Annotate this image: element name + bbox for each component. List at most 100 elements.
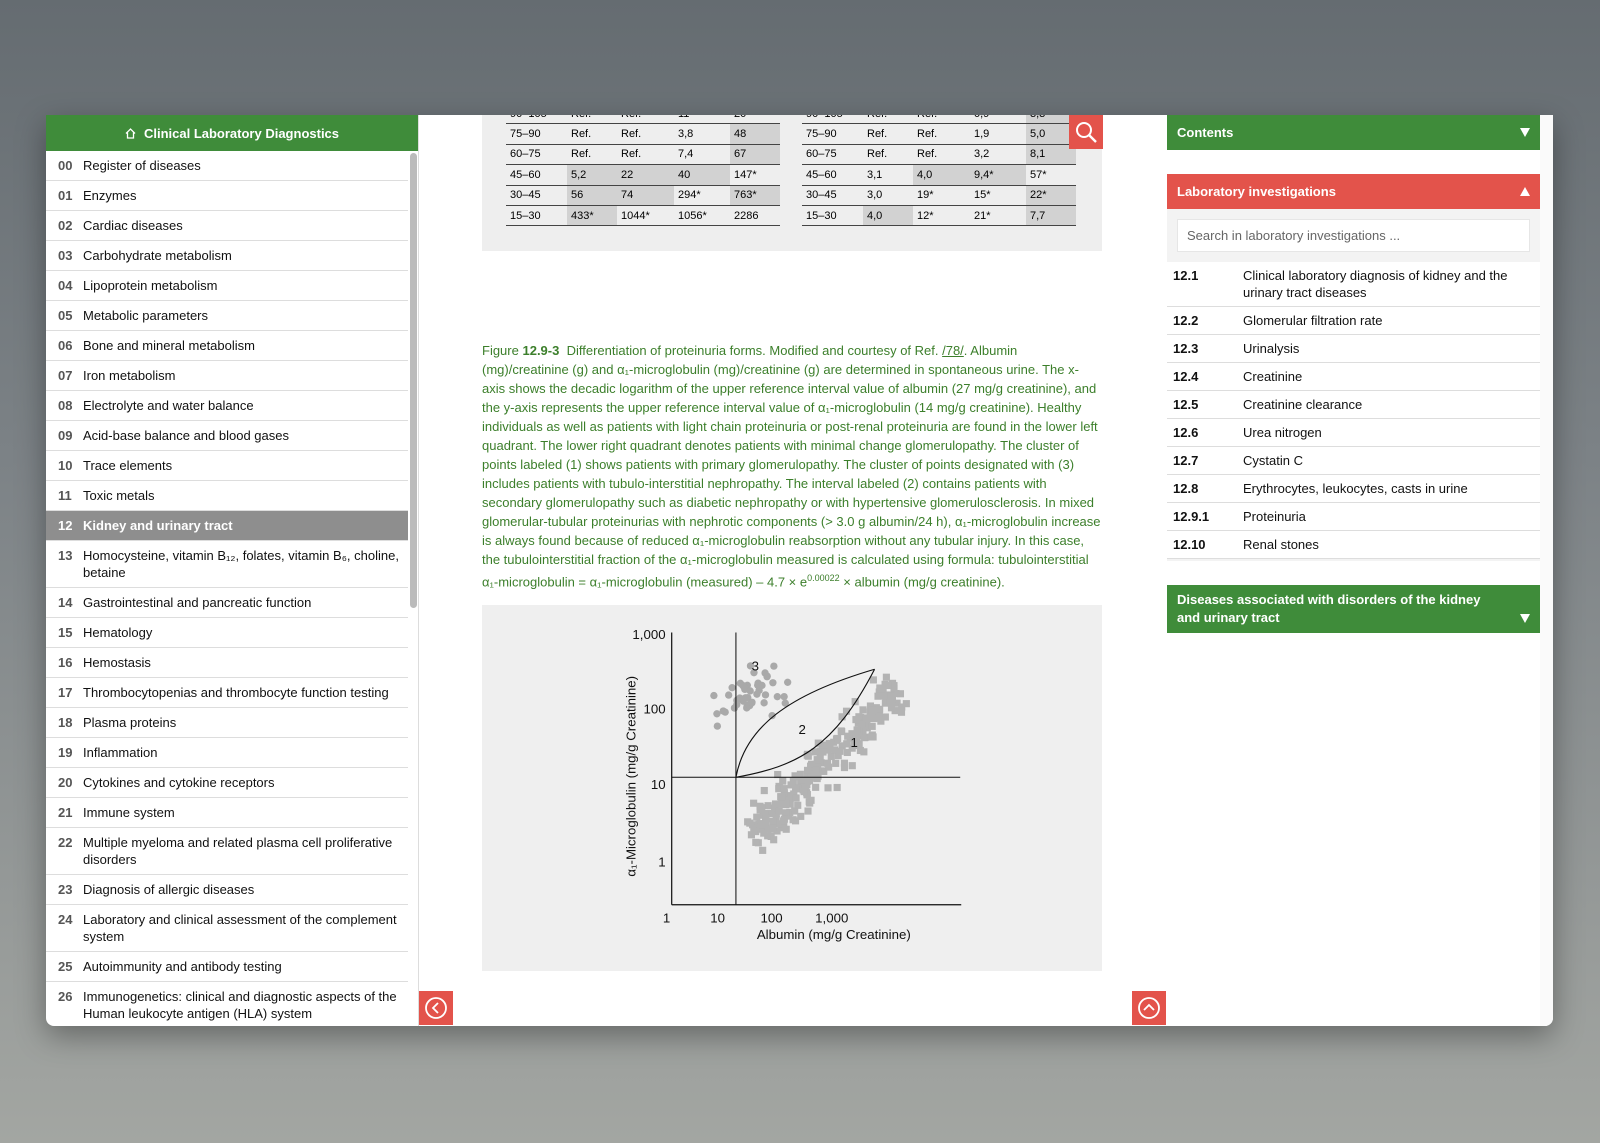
chapter-item[interactable]: 20 Cytokines and cytokine receptors — [46, 768, 408, 798]
chapter-item[interactable]: 12 Kidney and urinary tract — [46, 511, 408, 541]
lab-item[interactable]: 12.3 Urinalysis — [1167, 335, 1540, 363]
scatter-point — [780, 822, 788, 830]
scatter-point — [782, 800, 790, 808]
lab-item[interactable]: 12.6 Urea nitrogen — [1167, 419, 1540, 447]
scatter-point — [759, 846, 767, 854]
chapter-label: Multiple myeloma and related plasma cell… — [83, 835, 393, 867]
chapter-item[interactable]: 15 Hematology — [46, 618, 408, 648]
table-cell: 4,0 — [863, 205, 913, 226]
scatter-point — [825, 763, 833, 771]
chapter-item[interactable]: 11 Toxic metals — [46, 481, 408, 511]
caption-text: Differentiation of proteinuria forms. Mo… — [566, 343, 939, 358]
chapter-label: Bone and mineral metabolism — [83, 338, 255, 353]
lab-number: 12.9.1 — [1173, 509, 1210, 524]
chapter-number: 08 — [58, 398, 73, 413]
chapter-item[interactable]: 04 Lipoprotein metabolism — [46, 271, 408, 301]
chapter-item[interactable]: 26 Immunogenetics: clinical and diagnosti… — [46, 982, 408, 1026]
scatter-point — [840, 759, 849, 767]
lab-item[interactable]: 12.1 Clinical laboratory diagnosis of kid… — [1167, 262, 1540, 307]
table-cell: 22 — [617, 165, 674, 185]
chapter-number: 21 — [58, 805, 73, 820]
scatter-point — [877, 717, 885, 725]
scatter-point — [760, 699, 768, 707]
scatter-point — [842, 707, 851, 715]
scrollbar[interactable] — [410, 153, 417, 608]
chapter-item[interactable]: 25 Autoimmunity and antibody testing — [46, 952, 408, 982]
lab-label: Creatinine — [1243, 369, 1303, 384]
scatter-point — [792, 785, 800, 793]
chapter-item[interactable]: 24 Laboratory and clinical assessment of … — [46, 905, 408, 952]
table-cell: 74 — [617, 185, 674, 205]
scatter-point — [857, 713, 865, 722]
scatter-point — [736, 679, 745, 687]
search-input[interactable]: Search in laboratory investigations ... — [1177, 219, 1530, 252]
scatter-point — [807, 770, 815, 778]
table-cell: 40 — [674, 165, 730, 185]
scatter-point — [882, 673, 890, 681]
caption-text: × albumin (mg/g creatinine). — [839, 574, 1005, 590]
chapter-number: 11 — [58, 488, 72, 503]
reference-link[interactable]: /78/ — [942, 343, 964, 358]
diseases-header[interactable]: Diseases associated with disorders of th… — [1167, 585, 1540, 633]
chapter-item[interactable]: 03 Carbohydrate metabolism — [46, 241, 408, 271]
lab-item[interactable]: 12.10 Renal stones — [1167, 531, 1540, 559]
boundary-curve — [735, 668, 875, 778]
back-button[interactable] — [419, 991, 453, 1025]
scatter-point — [713, 722, 722, 730]
home-icon — [125, 127, 136, 139]
chapter-item[interactable]: 02 Cardiac diseases — [46, 211, 408, 241]
chapter-number: 17 — [58, 685, 73, 700]
scatter-point — [780, 789, 788, 797]
chapter-label: Cardiac diseases — [83, 218, 183, 233]
scatter-point — [804, 807, 812, 815]
caption-text: . Albumin (mg)/creatinine (g) and α₁-mic… — [482, 343, 1101, 590]
scatter-point — [713, 710, 721, 718]
chapter-item[interactable]: 10 Trace elements — [46, 451, 408, 481]
scatter-point — [753, 690, 761, 698]
table-cell: Ref. — [863, 115, 913, 123]
chapter-item[interactable]: 22 Multiple myeloma and related plasma ce… — [46, 828, 408, 875]
lab-header[interactable]: Laboratory investigations — [1167, 174, 1540, 209]
table-cell: 3,8 — [678, 128, 694, 141]
chapter-item[interactable]: 16 Hemostasis — [46, 648, 408, 678]
chapter-item[interactable]: 14 Gastrointestinal and pancreatic functi… — [46, 588, 408, 618]
chapter-item[interactable]: 17 Thrombocytopenias and thrombocyte func… — [46, 678, 408, 708]
chapter-item[interactable]: 13 Homocysteine, vitamin B₁₂, folates, vi… — [46, 541, 408, 588]
lab-item[interactable]: 12.8 Erythrocytes, leukocytes, casts in u… — [1167, 475, 1540, 503]
chapter-item[interactable]: 07 Iron metabolism — [46, 361, 408, 391]
chapter-item[interactable]: 06 Bone and mineral metabolism — [46, 331, 408, 361]
scroll-top-button[interactable] — [1132, 991, 1166, 1025]
x-tick-label: 10 — [710, 911, 725, 926]
lab-number: 12.6 — [1173, 425, 1199, 440]
table-cell: 90–105 — [506, 115, 567, 123]
chapter-item[interactable]: 09 Acid-base balance and blood gases — [46, 421, 408, 451]
lab-item[interactable]: 12.5 Creatinine clearance — [1167, 391, 1540, 419]
chapter-item[interactable]: 05 Metabolic parameters — [46, 301, 408, 331]
table-cell: 1,9 — [974, 128, 990, 141]
lab-item[interactable]: 12.7 Cystatin C — [1167, 447, 1540, 475]
lab-item[interactable]: 12.9.1 Proteinuria — [1167, 503, 1540, 531]
chapter-item[interactable]: 21 Immune system — [46, 798, 408, 828]
scatter-point — [888, 679, 897, 687]
scatter-point — [775, 820, 783, 828]
chapter-item[interactable]: 00 Register of diseases — [46, 151, 408, 181]
chapter-item[interactable]: 01 Enzymes — [46, 181, 408, 211]
table-cell: 0,9 — [970, 115, 1026, 123]
chapter-item[interactable]: 19 Inflammation — [46, 738, 408, 768]
search-button[interactable] — [1069, 115, 1103, 149]
chapter-item[interactable]: 08 Electrolyte and water balance — [46, 391, 408, 421]
chapter-item[interactable]: 23 Diagnosis of allergic diseases — [46, 875, 408, 905]
contents-title: Contents — [1177, 125, 1234, 140]
lab-number: 12.3 — [1173, 341, 1199, 356]
chapter-item[interactable]: 18 Plasma proteins — [46, 708, 408, 738]
scatter-point — [819, 748, 827, 756]
contents-header[interactable]: Contents — [1167, 115, 1540, 150]
scatter-point — [780, 815, 788, 823]
lab-item[interactable]: 12.4 Creatinine — [1167, 363, 1540, 391]
scatter-point — [825, 739, 833, 748]
table-cell: 147* — [734, 168, 757, 181]
sidebar-header[interactable]: Clinical Laboratory Diagnostics — [46, 115, 418, 151]
table-cell: 433* — [567, 205, 617, 226]
lab-item[interactable]: 12.2 Glomerular filtration rate — [1167, 307, 1540, 335]
lab-number: 12.1 — [1173, 268, 1199, 283]
